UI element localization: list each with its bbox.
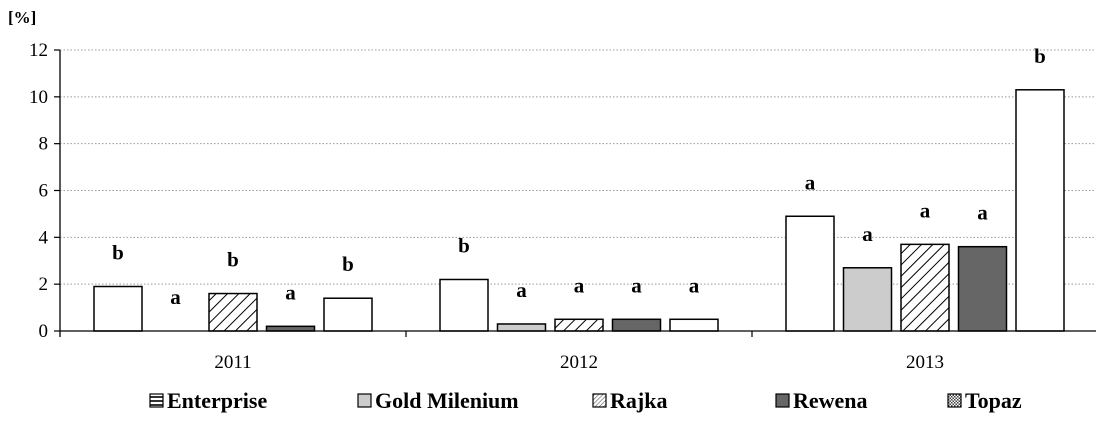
bar-topaz-2012 [669, 318, 719, 332]
significance-letters: b a b a b b a a a a a a a a b [112, 44, 1046, 309]
y-unit-label: [%] [8, 8, 36, 27]
significance-letter: a [516, 278, 527, 302]
significance-letter: a [574, 273, 585, 297]
bar-enterprise-2013 [785, 215, 835, 332]
legend-label: Gold Milenium [375, 388, 519, 413]
significance-letter: b [342, 252, 354, 276]
legend-swatch [149, 393, 164, 408]
legend-label: Topaz [965, 388, 1022, 413]
bar-topaz-2011 [323, 297, 373, 332]
y-tick-label: 2 [39, 274, 49, 295]
category-labels: 2011 2012 2013 [214, 352, 944, 373]
y-tick-label: 0 [39, 321, 49, 342]
y-tick-label: 8 [39, 134, 49, 155]
category-label: 2011 [214, 352, 251, 373]
legend-swatch [357, 393, 372, 408]
bar-rajka-2011 [208, 292, 258, 332]
bar-enterprise-2011 [93, 285, 143, 332]
legend-item-rewena: Rewena [775, 388, 868, 413]
y-tick-labels: 0 2 4 6 8 10 12 [29, 40, 49, 342]
significance-letter: b [1034, 44, 1046, 68]
y-tick-label: 10 [29, 87, 48, 108]
significance-letter: a [631, 273, 642, 297]
significance-letter: a [285, 280, 296, 304]
significance-letter: a [920, 198, 931, 222]
bar-enterprise-2012 [439, 278, 489, 332]
significance-letter: b [112, 241, 124, 265]
legend-label: Rewena [793, 388, 868, 413]
significance-letter: a [977, 201, 988, 225]
legend-item-topaz: Topaz [947, 388, 1022, 413]
legend-item-enterprise: Enterprise [149, 388, 267, 413]
legend-swatch [947, 393, 962, 408]
bar-rewena-2013 [957, 245, 1008, 332]
significance-letter: a [689, 273, 700, 297]
significance-letter: b [227, 248, 239, 272]
y-tick-label: 12 [29, 40, 48, 61]
bar-rajka-2012 [554, 318, 604, 332]
bar-rajka-2013 [900, 243, 950, 332]
legend-swatch [592, 393, 607, 408]
bar-topaz-2013 [1015, 89, 1065, 332]
significance-letter: a [170, 285, 181, 309]
y-tick-label: 6 [39, 181, 49, 202]
axes [54, 49, 1096, 337]
category-label: 2012 [560, 352, 598, 373]
significance-letter: b [458, 233, 470, 257]
bar-gold-milenium-2012 [496, 323, 547, 332]
y-tick-label: 4 [39, 227, 49, 248]
significance-letter: a [862, 222, 873, 246]
bar-rewena-2011 [265, 325, 316, 332]
legend-swatch [775, 393, 790, 408]
significance-letter: a [805, 170, 816, 194]
legend-label: Rajka [610, 388, 667, 413]
legend: Enterprise Gold Milenium Rajka Rewena Topaz [149, 388, 1022, 413]
category-label: 2013 [906, 352, 944, 373]
legend-item-rajka: Rajka [592, 388, 667, 413]
legend-label: Enterprise [167, 388, 267, 413]
legend-item-gold-milenium: Gold Milenium [357, 388, 519, 413]
bar-rewena-2012 [611, 318, 662, 332]
bars [93, 89, 1065, 332]
bar-gold-milenium-2013 [842, 267, 893, 332]
